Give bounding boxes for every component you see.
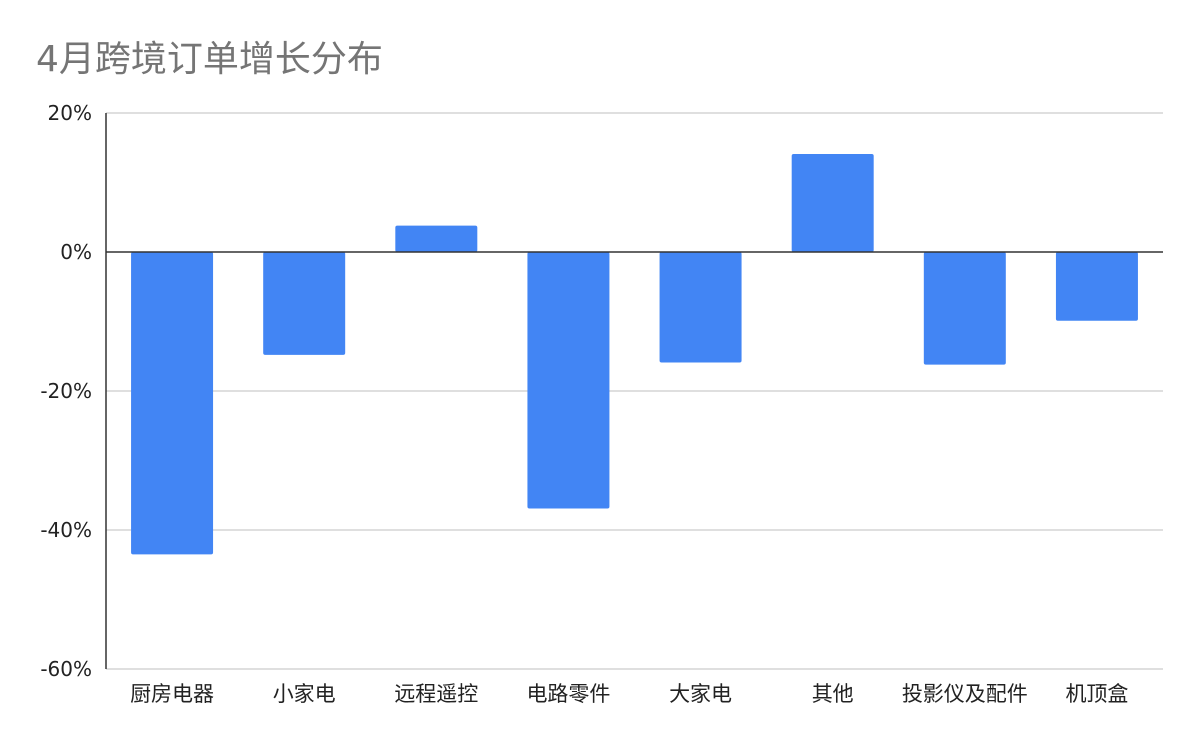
- x-category-label: 投影仪及配件: [902, 682, 1028, 706]
- x-category-label: 电路零件: [526, 682, 610, 706]
- x-category-labels: 厨房电器 小家电 远程遥控 电路零件 大家电 其他 投影仪及配件 机顶盒: [130, 682, 1128, 706]
- y-tick-labels: 20% 0% -20% -40% -60%: [40, 101, 92, 681]
- y-tick-label: -60%: [40, 657, 92, 681]
- x-category-label: 厨房电器: [130, 682, 214, 706]
- bar: [659, 252, 742, 363]
- y-tick-label: -40%: [40, 518, 92, 542]
- y-tick-label: -20%: [40, 379, 92, 403]
- bar: [791, 154, 874, 252]
- bar: [923, 252, 1006, 365]
- bar: [263, 252, 346, 355]
- y-tick-label: 0%: [60, 240, 92, 264]
- x-category-label: 小家电: [273, 682, 336, 706]
- bars: [131, 154, 1138, 555]
- x-category-label: 其他: [812, 682, 854, 706]
- x-category-label: 大家电: [669, 682, 732, 706]
- y-tick-label: 20%: [48, 101, 92, 125]
- x-category-label: 远程遥控: [394, 682, 478, 706]
- axes: [105, 113, 1163, 669]
- bar: [527, 252, 610, 509]
- bar: [131, 252, 214, 555]
- chart-title: 4月跨境订单增长分布: [36, 39, 383, 80]
- x-category-label: 机顶盒: [1065, 682, 1128, 706]
- grid-lines: [106, 112, 1163, 670]
- bar: [395, 225, 478, 252]
- bar: [1055, 252, 1138, 321]
